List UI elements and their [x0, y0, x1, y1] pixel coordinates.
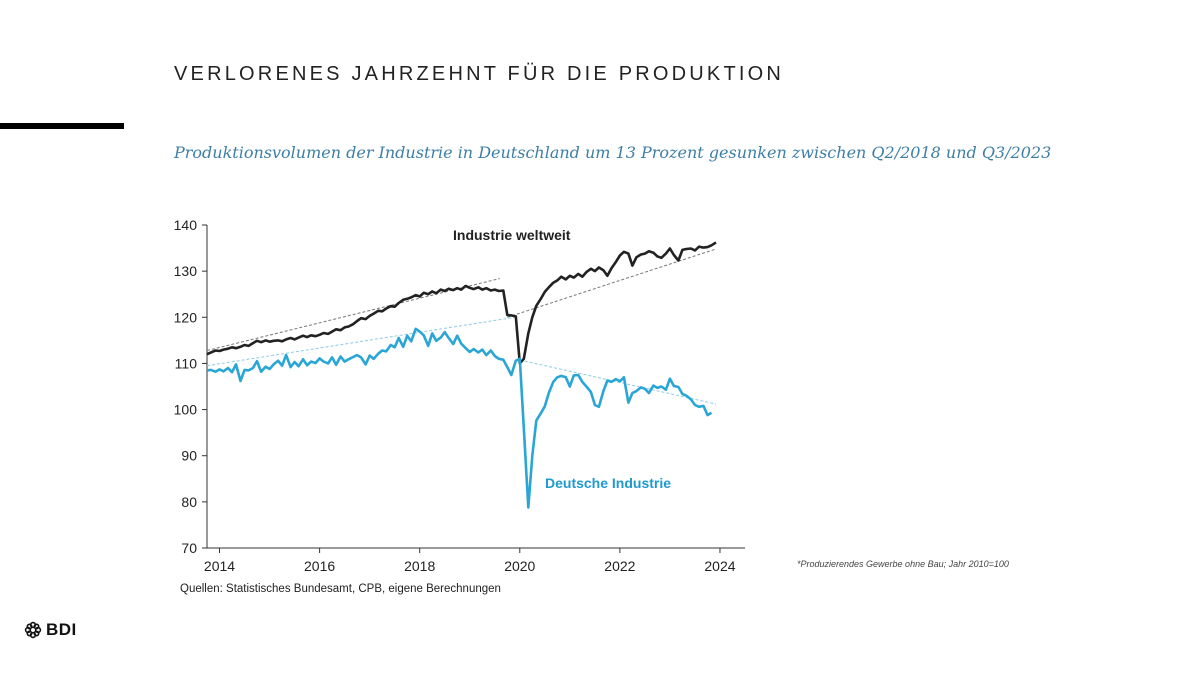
- slide-title: VERLORENES JAHRZEHNT FÜR DIE PRODUKTION: [174, 63, 785, 85]
- series-label-industrie-weltweit: Industrie weltweit: [453, 227, 571, 243]
- y-tick-label: 100: [174, 402, 198, 418]
- series-lines: [206, 241, 717, 509]
- y-tick-label: 90: [181, 448, 197, 464]
- source-note: Quellen: Statistisches Bundesamt, CPB, e…: [180, 583, 501, 595]
- x-tick-label: 2018: [404, 558, 435, 574]
- chart-axes: 140 130 120 110 100 90 80 70 2014 2016 2018 2020 202…: [174, 217, 745, 574]
- series-line-deutsche-industrie: [206, 327, 713, 509]
- y-tick-label: 140: [174, 217, 198, 233]
- chart-subtitle: Produktionsvolumen der Industrie in Deut…: [174, 143, 1052, 162]
- footnote: *Produzierendes Gewerbe ohne Bau; Jahr 2…: [797, 559, 1009, 569]
- y-tick-label: 130: [174, 263, 198, 279]
- bdi-logo: BDI: [24, 620, 77, 640]
- y-tick-label: 110: [175, 355, 198, 371]
- series-line-industrie-weltweit: [206, 241, 717, 365]
- bdi-logo-icon: [24, 621, 42, 639]
- x-tick-label: 2024: [704, 558, 735, 574]
- trendlines: [206, 248, 717, 405]
- series-label-deutsche-industrie: Deutsche Industrie: [545, 475, 671, 491]
- y-tick-label: 120: [174, 309, 198, 325]
- y-tick-label: 80: [181, 494, 197, 510]
- trendline: [206, 316, 515, 367]
- x-tick-label: 2022: [604, 558, 635, 574]
- trendline: [507, 248, 717, 318]
- series-labels: Industrie weltweit Deutsche Industrie: [453, 227, 671, 491]
- x-tick-label: 2014: [204, 558, 235, 574]
- logo-text: BDI: [46, 620, 77, 639]
- y-tick-label: 70: [181, 540, 197, 556]
- x-tick-label: 2016: [304, 558, 335, 574]
- x-tick-label: 2020: [504, 558, 535, 574]
- title-accent-bar: [0, 123, 124, 129]
